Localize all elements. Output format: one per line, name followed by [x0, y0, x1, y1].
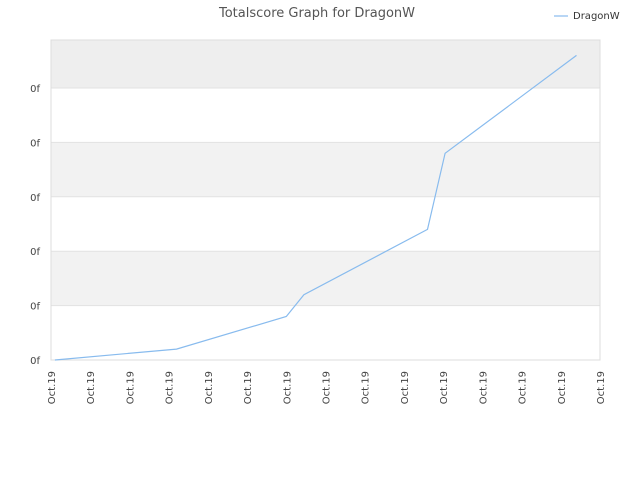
x-tick-label: Oct.19 — [596, 371, 607, 404]
x-tick-label: Oct.19 — [282, 371, 293, 404]
y-tick-labels: 0f 0f 0f 0f 0f 0f — [30, 84, 40, 367]
plot-bands — [51, 40, 600, 360]
x-tick-label: Oct.19 — [204, 371, 215, 404]
chart-title: Totalscore Graph for DragonW — [218, 6, 415, 21]
x-tick-label: Oct.19 — [361, 371, 372, 404]
y-tick-label: 0f — [30, 193, 40, 204]
legend: DragonW — [554, 11, 620, 22]
y-tick-label: 0f — [30, 84, 40, 95]
plot-band — [51, 305, 600, 360]
plot-border — [50, 39, 601, 361]
x-tick-label: Oct.19 — [400, 371, 411, 404]
x-tick-label: Oct.19 — [439, 371, 450, 404]
series-line-dragonw — [54, 54, 577, 361]
y-tick-label: 0f — [30, 247, 40, 258]
y-tick-label: 0f — [30, 356, 40, 367]
plot-band — [51, 142, 600, 197]
plot-band — [51, 88, 600, 143]
x-tick-label: Oct.19 — [165, 371, 176, 404]
x-tick-label: Oct.19 — [518, 371, 529, 404]
x-tick-label: Oct.19 — [243, 371, 254, 404]
y-tick-label: 0f — [30, 138, 40, 149]
x-tick-label: Oct.19 — [557, 371, 568, 404]
plot-band — [51, 196, 600, 252]
y-tick-label: 0f — [30, 302, 40, 313]
x-tick-label: Oct.19 — [322, 371, 333, 404]
x-tick-label: Oct.19 — [125, 371, 136, 404]
x-tick-label: Oct.19 — [478, 371, 489, 404]
x-tick-label: Oct.19 — [47, 371, 58, 404]
x-tick-label: Oct.19 — [86, 371, 97, 404]
plot-band — [51, 40, 600, 88]
x-tick-labels: Oct.19 Oct.19 Oct.19 Oct.19 Oct.19 Oct.19 Oct.… — [47, 371, 607, 404]
legend-label: DragonW — [573, 11, 620, 22]
series-layer — [54, 54, 577, 361]
plot-band — [51, 251, 600, 306]
